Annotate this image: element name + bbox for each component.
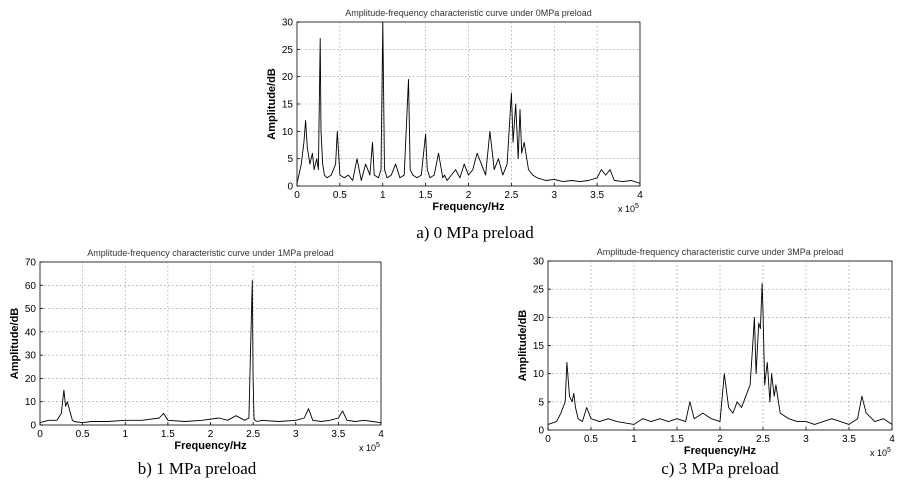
series-line-0 [39, 280, 382, 424]
x-axis-multiplier: x 105 [359, 442, 380, 453]
x-tick-label: 2.5 [246, 429, 260, 440]
x-tick-label: 0.5 [333, 190, 347, 201]
chart-2: 0 0.5 1 1.5 2 2.5 3 3.5 4 0 5 10 15 20 25 30 Amplitude-f… [517, 247, 895, 458]
caption-b: b) 1 MPa preload [138, 459, 257, 478]
x-tick-label: 0 [294, 190, 300, 201]
x-tick-label: 4 [637, 190, 643, 201]
x-axis-label: Frequency/Hz [432, 201, 505, 213]
x-tick-label: 3 [293, 429, 299, 440]
x-tick-label: 3.5 [842, 434, 856, 445]
y-axis-label: Amplitude/dB [266, 68, 278, 140]
caption-a: a) 0 MPa preload [416, 223, 534, 242]
chart-0: 0 0.5 1 1.5 2 2.5 3 3.5 4 0 5 10 15 20 25 30 Amplitude-f… [266, 8, 643, 214]
caption-c: c) 3 MPa preload [661, 459, 779, 478]
x-tick-label: 0 [545, 434, 551, 445]
x-tick-label: 1.5 [419, 190, 433, 201]
y-tick-label: 20 [533, 313, 545, 324]
x-tick-label: 0.5 [76, 429, 90, 440]
x-tick-label: 3 [803, 434, 809, 445]
y-tick-label: 0 [538, 426, 544, 437]
series-line-0 [547, 283, 893, 425]
y-tick-label: 60 [25, 281, 37, 292]
y-tick-label: 50 [25, 304, 37, 315]
x-tick-label: 2 [717, 434, 723, 445]
chart-title: Amplitude-frequency characteristic curve… [87, 248, 334, 258]
x-tick-label: 3.5 [590, 190, 604, 201]
x-tick-label: 2 [466, 190, 472, 201]
y-tick-label: 20 [282, 72, 294, 83]
chart-title: Amplitude-frequency characteristic curve… [597, 247, 844, 257]
y-tick-label: 20 [25, 374, 37, 385]
x-tick-label: 3 [551, 190, 557, 201]
x-tick-label: 1 [380, 190, 386, 201]
x-tick-label: 1 [122, 429, 128, 440]
chart-1: 0 0.5 1 1.5 2 2.5 3 3.5 4010203040506070Amplitud… [9, 248, 384, 453]
y-tick-label: 70 [25, 258, 37, 269]
x-tick-label: 4 [889, 434, 895, 445]
y-tick-label: 10 [25, 397, 37, 408]
y-tick-label: 10 [533, 369, 545, 380]
y-axis-label: Amplitude/dB [9, 308, 21, 380]
x-tick-label: 0.5 [584, 434, 598, 445]
chart-title: Amplitude-frequency characteristic curve… [345, 8, 592, 18]
y-tick-label: 5 [538, 397, 544, 408]
y-axis-label: Amplitude/dB [517, 310, 529, 382]
y-tick-label: 5 [287, 154, 293, 165]
y-tick-label: 15 [533, 341, 545, 352]
x-tick-label: 4 [378, 429, 384, 440]
y-tick-label: 40 [25, 327, 37, 338]
y-tick-label: 25 [282, 45, 294, 56]
x-tick-label: 2.5 [756, 434, 770, 445]
y-tick-label: 30 [533, 257, 545, 268]
y-tick-label: 0 [287, 182, 293, 193]
x-tick-label: 1 [631, 434, 637, 445]
y-tick-label: 30 [282, 18, 294, 29]
x-tick-label: 2 [208, 429, 214, 440]
x-axis-multiplier: x 105 [870, 447, 891, 458]
series-line-0 [296, 21, 641, 184]
x-axis-label: Frequency/Hz [684, 445, 757, 457]
y-tick-label: 10 [282, 127, 294, 138]
x-tick-label: 1.5 [161, 429, 175, 440]
x-tick-label: 0 [37, 429, 43, 440]
x-axis-label: Frequency/Hz [174, 440, 247, 452]
x-axis-multiplier: x 105 [618, 203, 639, 214]
y-tick-label: 0 [30, 421, 36, 432]
x-tick-label: 1.5 [670, 434, 684, 445]
y-tick-label: 15 [282, 100, 294, 111]
y-tick-label: 25 [533, 285, 545, 296]
x-tick-label: 2.5 [504, 190, 518, 201]
y-tick-label: 30 [25, 351, 37, 362]
x-tick-label: 3.5 [331, 429, 345, 440]
